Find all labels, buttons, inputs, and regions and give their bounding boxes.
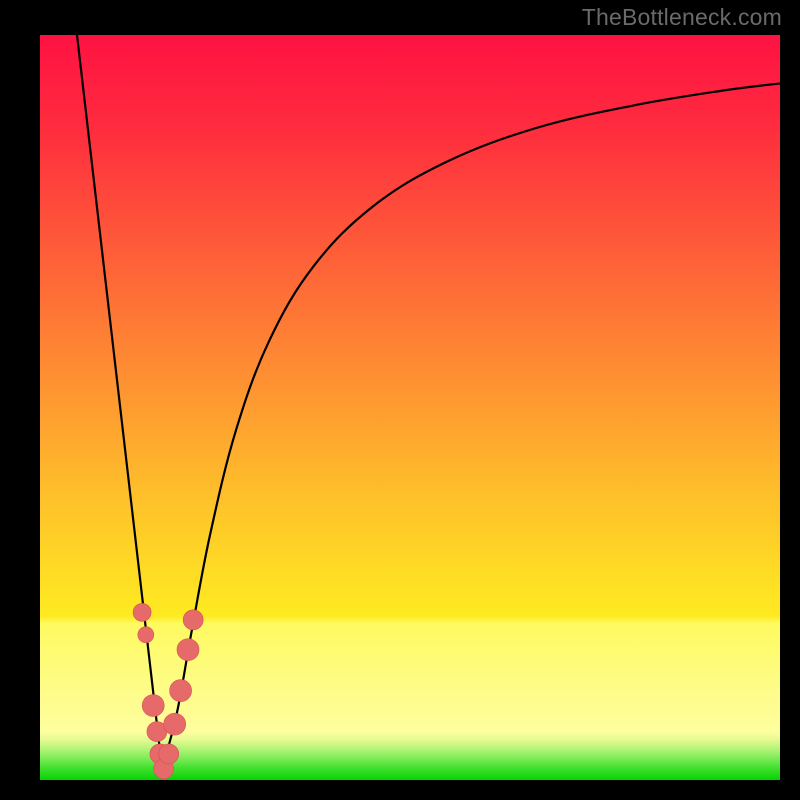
data-marker [177,639,199,661]
data-marker [138,627,154,643]
data-marker [142,695,164,717]
watermark: TheBottleneck.com [582,4,782,31]
chart-container: TheBottleneck.com [0,0,800,800]
data-marker [159,744,179,764]
data-marker [133,603,151,621]
data-marker [164,713,186,735]
curve-layer [0,0,800,800]
data-marker [170,680,192,702]
data-marker [183,610,203,630]
